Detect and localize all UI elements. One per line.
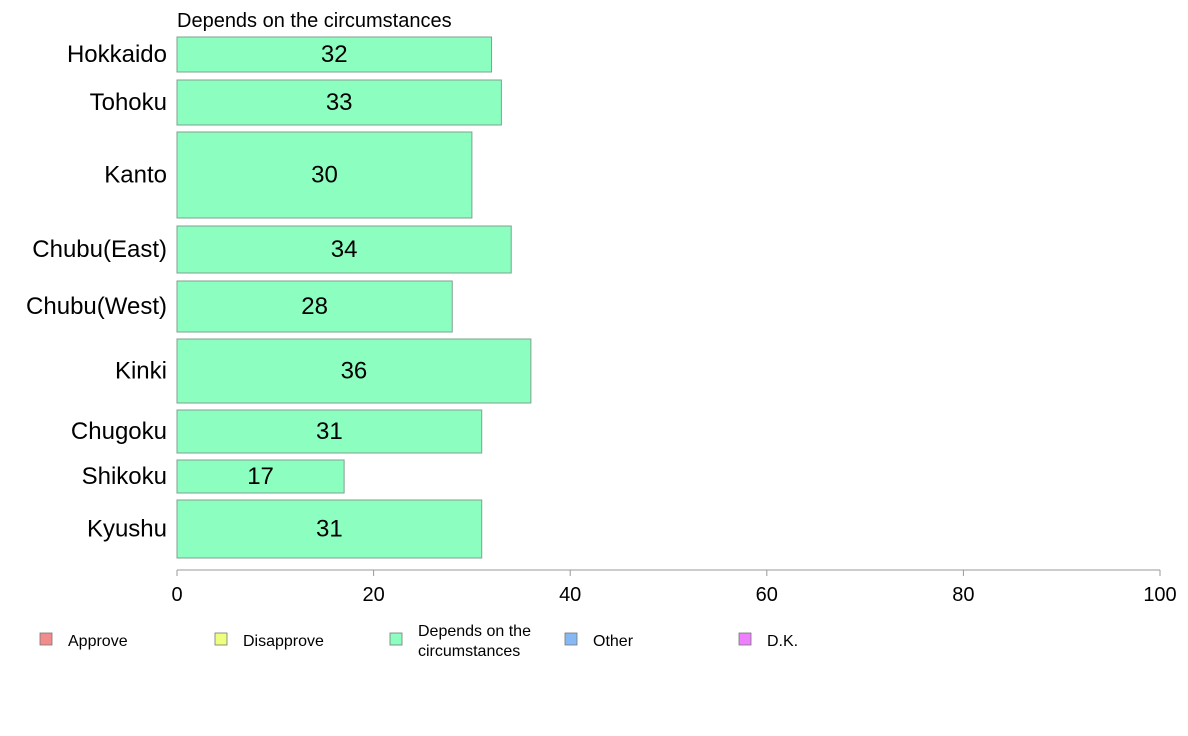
category-label: Kyushu bbox=[87, 516, 167, 543]
legend-label: Other bbox=[593, 633, 634, 650]
chart-title: Depends on the circumstances bbox=[177, 10, 452, 32]
category-label: Chugoku bbox=[71, 418, 167, 445]
category-label: Kanto bbox=[104, 162, 167, 189]
bar-kanto bbox=[176, 131, 473, 219]
bars-group: Hokkaido 32 Tohoku 33 Kanto 30 Chubu(East) 34 Ch… bbox=[26, 36, 532, 559]
legend: Approve Disapprove Depends on the circumsta… bbox=[39, 623, 798, 660]
category-label: Chubu(East) bbox=[32, 236, 167, 263]
legend-label: D.K. bbox=[767, 633, 798, 650]
data-label: 28 bbox=[301, 293, 328, 320]
data-label: 32 bbox=[321, 41, 348, 68]
bar-hokkaido bbox=[176, 36, 493, 73]
category-label: Hokkaido bbox=[67, 41, 167, 68]
data-label: 31 bbox=[316, 516, 343, 543]
x-tick-label: 100 bbox=[1143, 584, 1176, 606]
bar-chubu-east- bbox=[176, 225, 512, 274]
x-axis: 0 20 40 60 80 100 bbox=[171, 569, 1177, 606]
category-label: Shikoku bbox=[82, 463, 167, 490]
x-tick-label: 20 bbox=[362, 584, 384, 606]
bar-chugoku bbox=[176, 409, 483, 454]
data-label: 36 bbox=[341, 358, 368, 385]
legend-swatch bbox=[214, 632, 228, 646]
category-label: Tohoku bbox=[90, 89, 167, 116]
bar-kyushu bbox=[176, 499, 483, 559]
category-label: Kinki bbox=[115, 358, 167, 385]
x-tick-label: 80 bbox=[952, 584, 974, 606]
x-tick-label: 0 bbox=[171, 584, 182, 606]
data-label: 30 bbox=[311, 162, 338, 189]
category-label: Chubu(West) bbox=[26, 293, 167, 320]
data-label: 34 bbox=[331, 236, 358, 263]
legend-label: Depends on the circumstances bbox=[418, 623, 531, 660]
data-label: 33 bbox=[326, 89, 353, 116]
bar-chubu-west- bbox=[176, 280, 453, 333]
x-tick-label: 40 bbox=[559, 584, 581, 606]
bar-tohoku bbox=[176, 79, 502, 126]
bar-kinki bbox=[176, 338, 532, 404]
legend-swatch bbox=[389, 632, 403, 646]
legend-label: Disapprove bbox=[243, 633, 324, 650]
legend-swatch bbox=[564, 632, 578, 646]
x-tick-label: 60 bbox=[756, 584, 778, 606]
data-label: 17 bbox=[247, 463, 274, 490]
legend-label: Approve bbox=[68, 633, 128, 650]
data-label: 31 bbox=[316, 418, 343, 445]
legend-swatch bbox=[738, 632, 752, 646]
bar-shikoku bbox=[176, 459, 345, 494]
legend-swatch bbox=[39, 632, 53, 646]
